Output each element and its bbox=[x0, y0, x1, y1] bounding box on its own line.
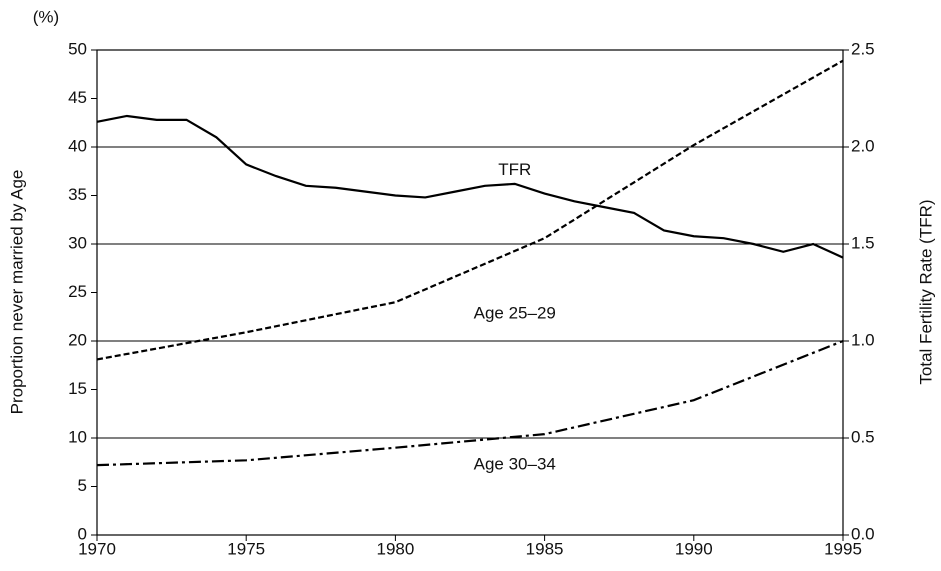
series-line bbox=[96, 59, 844, 361]
y-tick-label: 50 bbox=[68, 39, 87, 58]
y2-tick-label: 2.5 bbox=[851, 39, 875, 58]
y-tick-label: 40 bbox=[68, 136, 87, 155]
y-tick-label: 10 bbox=[68, 427, 87, 446]
y-axis-title: Proportion never married by Age bbox=[7, 170, 26, 415]
x-tick-label: 1995 bbox=[824, 539, 862, 558]
series-label: Age 25–29 bbox=[474, 303, 556, 322]
x-tick-label: 1985 bbox=[526, 539, 564, 558]
y2-tick-label: 2.0 bbox=[851, 136, 875, 155]
x-tick-label: 1990 bbox=[675, 539, 713, 558]
unit-label: (%) bbox=[33, 7, 59, 26]
series-line bbox=[96, 114, 844, 259]
y-tick-label: 25 bbox=[68, 282, 87, 301]
x-tick-label: 1975 bbox=[227, 539, 265, 558]
y2-tick-label: 1.5 bbox=[851, 233, 875, 252]
y-tick-label: 20 bbox=[68, 330, 87, 349]
x-tick-label: 1970 bbox=[78, 539, 116, 558]
y-tick-label: 45 bbox=[68, 88, 87, 107]
y-tick-label: 15 bbox=[68, 379, 87, 398]
y-tick-label: 0 bbox=[78, 524, 87, 543]
y-tick-label: 5 bbox=[78, 476, 87, 495]
x-tick-label: 1980 bbox=[376, 539, 414, 558]
y2-axis-title: Total Fertility Rate (TFR) bbox=[916, 199, 935, 384]
y2-tick-label: 1.0 bbox=[851, 330, 875, 349]
y-tick-label: 35 bbox=[68, 185, 87, 204]
series-label: TFR bbox=[498, 160, 531, 179]
series-label: Age 30–34 bbox=[474, 455, 556, 474]
y2-tick-label: 0.0 bbox=[851, 524, 875, 543]
series-line bbox=[96, 339, 844, 467]
y2-tick-label: 0.5 bbox=[851, 427, 875, 446]
y-tick-label: 30 bbox=[68, 233, 87, 252]
